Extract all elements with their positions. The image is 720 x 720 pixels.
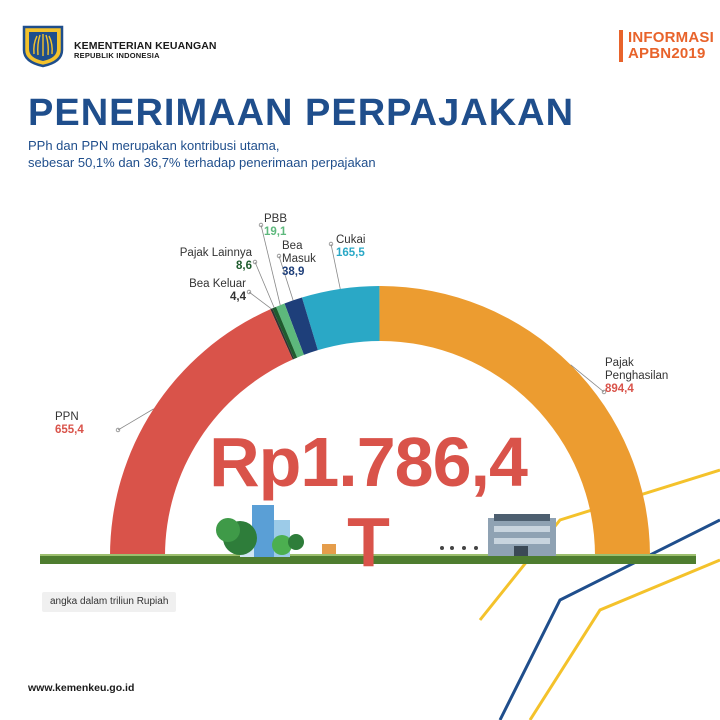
leader-dot-bea-keluar — [246, 289, 252, 295]
badge-apbn: APBN — [628, 45, 672, 62]
office-sign — [494, 514, 550, 521]
leader-line-bea-masuk — [278, 255, 294, 301]
label-name: Bea Keluar — [189, 278, 246, 290]
leader-line-pbb — [260, 224, 281, 306]
org-name: KEMENTERIAN KEUANGAN — [74, 40, 217, 52]
decor-blue-line — [498, 518, 720, 720]
tax-office-illustration — [440, 514, 556, 556]
slice-pajak-lainnya — [272, 306, 298, 359]
city-illustration-left — [216, 505, 336, 557]
label-ppn: PPN 655,4 — [55, 411, 84, 437]
decor-gold-line — [478, 468, 720, 621]
label-pajak-lainnya: Pajak Lainnya 8,6 — [172, 247, 252, 273]
label-value: 655,4 — [55, 424, 84, 436]
label-value: 4,4 — [230, 291, 246, 303]
leader-line-pajak-lainnya — [254, 261, 275, 308]
label-name: Cukai — [336, 234, 366, 246]
person-icon — [440, 546, 444, 550]
leader-line-cukai — [330, 243, 341, 290]
office-window-row — [494, 538, 550, 544]
person-icon — [474, 546, 478, 550]
label-value: 19,1 — [264, 226, 287, 238]
label-name: Pajak Lainnya — [179, 247, 252, 259]
label-cukai: Cukai 165,5 — [336, 234, 365, 260]
badge-line1: INFORMASI — [628, 29, 714, 46]
person-icon — [462, 546, 466, 550]
tree-icon — [288, 534, 304, 550]
leader-line-pajak-penghasilan — [570, 364, 605, 393]
slice-cukai — [301, 286, 380, 351]
label-name: Masuk — [282, 253, 316, 265]
label-pajak-penghasilan: Pajak Penghasilan 894,4 — [605, 357, 668, 396]
page-title: PENERIMAAN PERPAJAKAN — [28, 92, 575, 134]
office-door — [514, 546, 528, 556]
tree-icon — [272, 535, 292, 555]
slice-pajak-penghasilan — [379, 285, 650, 556]
leader-dot-cukai — [328, 241, 334, 247]
leader-dot-pajak-lainnya — [252, 259, 258, 265]
slice-bea-keluar — [270, 308, 295, 360]
leader-dot-ppn — [115, 427, 121, 433]
leader-dot-pbb — [258, 222, 264, 228]
cart-icon — [322, 544, 336, 554]
subtitle-line2: sebesar 50,1% dan 36,7% terhadap penerim… — [28, 155, 376, 170]
label-name: Bea — [282, 240, 303, 252]
decor-lines — [478, 468, 720, 720]
website-link[interactable]: www.kemenkeu.go.id — [28, 682, 135, 694]
label-name: Penghasilan — [605, 370, 669, 382]
leader-dot-bea-masuk — [276, 253, 282, 259]
label-value: 38,9 — [282, 266, 305, 278]
label-value: 894,4 — [605, 383, 634, 395]
leader-line-bea-keluar — [248, 291, 272, 310]
building — [252, 505, 274, 557]
label-bea-masuk: Bea Masuk 38,9 — [282, 240, 316, 279]
label-name: PPN — [55, 411, 79, 423]
label-pbb: PBB 19,1 — [264, 213, 287, 239]
ground-strip — [40, 556, 696, 564]
unit-note: angka dalam triliun Rupiah — [42, 592, 177, 612]
subtitle-line1: PPh dan PPN merupakan kontribusi utama, — [28, 138, 280, 153]
ground-shadow — [40, 554, 696, 556]
apbn-badge: INFORMASI APBN2019 — [619, 28, 714, 64]
badge-year: 2019 — [671, 45, 706, 62]
label-value: 165,5 — [336, 247, 365, 259]
org-sub: REPUBLIK INDONESIA — [74, 51, 160, 61]
kemenkeu-logo — [22, 25, 64, 68]
donut-arcs — [110, 285, 650, 556]
slice-pbb — [276, 303, 304, 358]
org-block: KEMENTERIAN KEUANGAN REPUBLIK INDONESIA — [74, 40, 217, 61]
slice-bea-masuk — [284, 297, 318, 355]
label-name: Pajak — [605, 357, 634, 369]
leader-dot-pajak-penghasilan — [601, 389, 607, 395]
page-subtitle: PPh dan PPN merupakan kontribusi utama, … — [28, 137, 448, 171]
slice-ppn — [110, 309, 293, 556]
total-value: Rp1.786,4 T — [209, 423, 528, 581]
decor-gold-line-2 — [528, 558, 720, 720]
label-value: 8,6 — [236, 260, 252, 272]
badge-line2: APBN2019 — [628, 45, 705, 62]
office-window-row — [494, 526, 550, 532]
leader-lines — [115, 222, 607, 433]
badge-bar — [619, 30, 623, 62]
person-icon — [450, 546, 454, 550]
label-bea-keluar: Bea Keluar 4,4 — [176, 278, 246, 304]
leader-line-ppn — [117, 408, 154, 431]
label-name: PBB — [264, 213, 288, 225]
tree-icon — [216, 518, 240, 542]
